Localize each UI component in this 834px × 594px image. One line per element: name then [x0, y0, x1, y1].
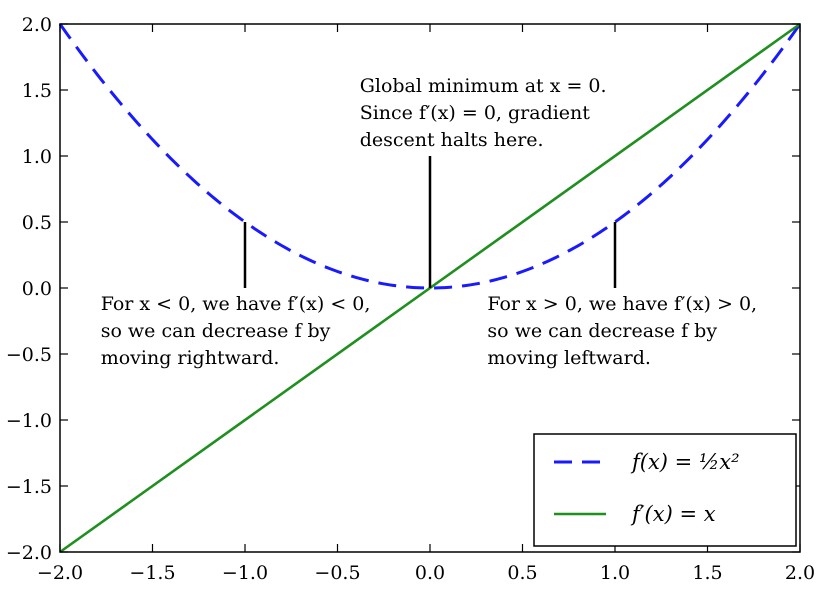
y-tick-label-2: −1.0 — [6, 410, 52, 432]
y-tick-label-1: −1.5 — [6, 476, 52, 498]
y-tick-label-8: 2.0 — [22, 14, 52, 36]
annotation-text-0-line-2: descent halts here. — [360, 129, 544, 151]
annotation-text-1-line-0: For x < 0, we have f′(x) < 0, — [101, 293, 371, 315]
y-tick-label-5: 0.5 — [22, 212, 52, 234]
legend-box — [533, 433, 797, 547]
x-tick-label-3: −0.5 — [314, 562, 360, 584]
axes-layer: −2.0 −1.5 −1.0 −0.5 0.0 0.5 1.0 1.5 2.0 −2.0 −1.5 −… — [6, 14, 815, 584]
annotation-text-2-line-1: so we can decrease f by — [487, 320, 717, 342]
x-tick-label-4: 0.0 — [415, 562, 445, 584]
y-tick-label-6: 1.0 — [22, 146, 52, 168]
annotation-layer: Global minimum at x = 0. Since f′(x) = 0,… — [101, 75, 757, 369]
legend-layer: f(x) = ½x² f′(x) = x — [533, 433, 797, 547]
y-tick-label-0: −2.0 — [6, 542, 52, 564]
x-tick-label-6: 1.0 — [600, 562, 630, 584]
y-tick-label-4: 0.0 — [22, 278, 52, 300]
x-tick-label-0: −2.0 — [37, 562, 83, 584]
x-tick-label-1: −1.5 — [129, 562, 175, 584]
x-tick-label-5: 0.5 — [507, 562, 537, 584]
annotation-text-0-line-0: Global minimum at x = 0. — [360, 75, 607, 97]
x-tick-label-2: −1.0 — [222, 562, 268, 584]
y-tick-label-3: −0.5 — [6, 344, 52, 366]
annotation-text-1-line-2: moving rightward. — [101, 347, 280, 369]
x-tick-label-8: 2.0 — [785, 562, 815, 584]
annotation-text-0-line-1: Since f′(x) = 0, gradient — [360, 102, 591, 124]
y-tick-label-7: 1.5 — [22, 80, 52, 102]
annotation-text-2-line-2: moving leftward. — [487, 347, 651, 369]
x-tick-label-7: 1.5 — [692, 562, 722, 584]
legend-label-1: f′(x) = x — [630, 502, 716, 526]
legend-label-0: f(x) = ½x² — [630, 450, 740, 474]
annotation-text-2-line-0: For x > 0, we have f′(x) > 0, — [487, 293, 757, 315]
annotation-text-1-line-1: so we can decrease f by — [101, 320, 331, 342]
